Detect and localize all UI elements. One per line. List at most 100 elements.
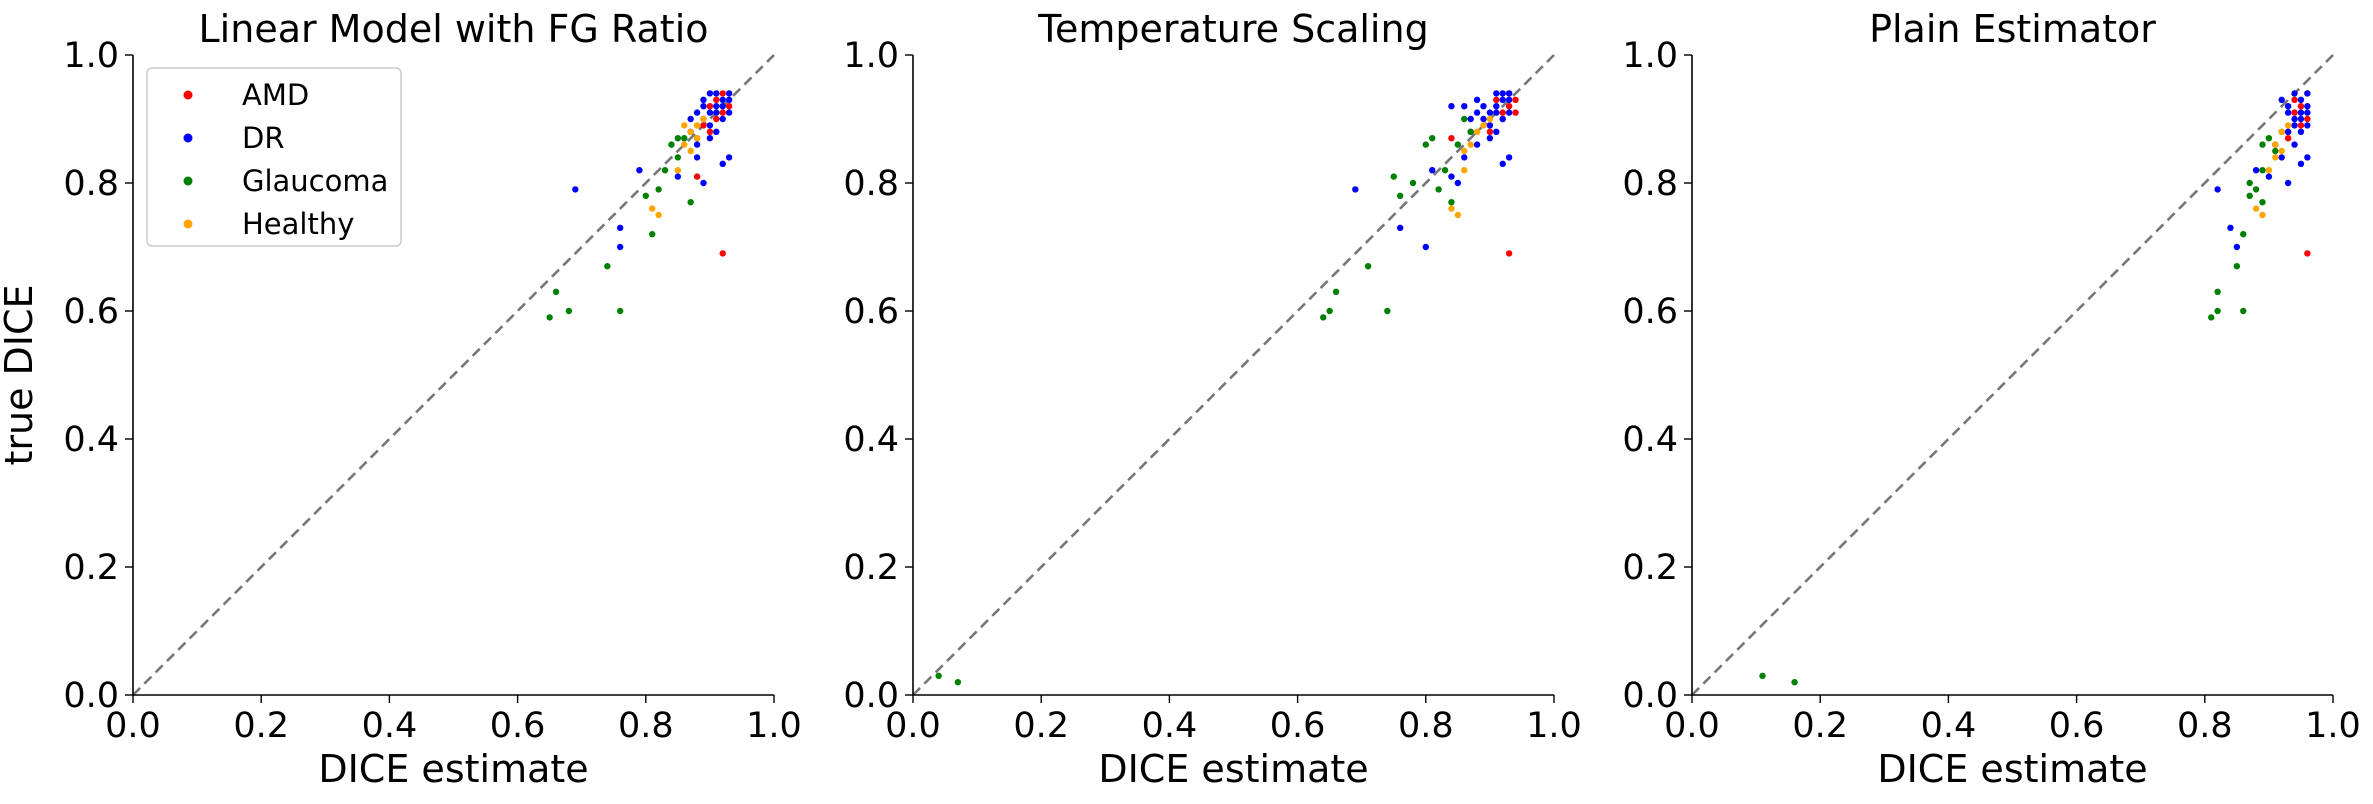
data-point bbox=[1473, 128, 1481, 135]
data-point bbox=[719, 90, 726, 97]
data-point bbox=[1429, 135, 1436, 142]
data-point bbox=[636, 167, 643, 174]
identity-reference-line bbox=[132, 54, 775, 696]
data-point bbox=[1486, 128, 1494, 135]
data-point bbox=[2284, 135, 2292, 142]
data-point bbox=[1396, 192, 1404, 199]
data-point bbox=[2284, 179, 2292, 187]
legend-label: DR bbox=[242, 121, 284, 155]
x-tick-label: 0.4 bbox=[1142, 706, 1198, 746]
legend-marker bbox=[183, 176, 193, 186]
data-point bbox=[693, 122, 701, 129]
data-point bbox=[2304, 122, 2311, 129]
data-point bbox=[1461, 147, 1468, 155]
data-point bbox=[2233, 243, 2241, 251]
series-glaucoma bbox=[935, 115, 1474, 686]
legend: AMD DR Glaucoma Healthy bbox=[146, 67, 402, 247]
y-tick-label: 0.2 bbox=[843, 548, 899, 588]
data-point bbox=[1505, 154, 1513, 161]
x-axis-label: DICE estimate bbox=[318, 747, 588, 791]
data-point bbox=[2240, 307, 2247, 315]
data-point bbox=[1473, 109, 1481, 116]
data-point bbox=[674, 173, 682, 180]
data-point bbox=[642, 192, 649, 199]
data-point bbox=[2304, 250, 2311, 257]
data-point bbox=[2284, 128, 2292, 135]
data-point bbox=[2297, 96, 2305, 104]
panel-title: Temperature Scaling bbox=[1037, 7, 1428, 51]
data-point bbox=[1332, 288, 1340, 295]
data-point bbox=[572, 186, 579, 193]
data-point bbox=[693, 154, 701, 161]
data-point bbox=[649, 205, 656, 212]
data-point bbox=[616, 243, 624, 251]
data-point bbox=[713, 109, 720, 116]
data-point bbox=[1448, 173, 1455, 180]
data-point bbox=[1320, 314, 1327, 321]
data-point bbox=[1461, 115, 1468, 123]
data-point bbox=[1493, 103, 1500, 110]
data-point bbox=[1505, 96, 1513, 104]
data-point bbox=[693, 135, 701, 142]
panel-title: Linear Model with FG Ratio bbox=[199, 7, 709, 51]
data-point bbox=[693, 141, 701, 148]
data-point bbox=[2297, 103, 2305, 110]
data-point bbox=[1409, 179, 1417, 187]
data-point bbox=[2291, 115, 2298, 123]
data-point bbox=[1499, 109, 1506, 116]
data-point bbox=[616, 224, 624, 231]
series-dr bbox=[1352, 90, 1513, 251]
y-tick-label: 0.2 bbox=[63, 548, 119, 588]
data-point bbox=[2259, 167, 2266, 174]
data-point bbox=[1480, 115, 1487, 123]
x-tick-label: 0.8 bbox=[1398, 706, 1454, 746]
series-amd bbox=[693, 90, 733, 257]
data-point bbox=[713, 103, 720, 110]
data-point bbox=[1448, 205, 1455, 212]
data-point bbox=[1480, 122, 1487, 129]
data-point bbox=[1396, 224, 1404, 231]
data-point bbox=[1435, 186, 1442, 193]
x-tick-label: 0.0 bbox=[105, 706, 161, 746]
data-point bbox=[2265, 135, 2273, 142]
data-point bbox=[2259, 211, 2266, 219]
data-point bbox=[2214, 307, 2221, 315]
series-dr bbox=[2214, 90, 2311, 251]
data-point bbox=[1505, 250, 1513, 257]
data-point bbox=[713, 96, 720, 104]
data-point bbox=[700, 115, 707, 123]
data-point bbox=[706, 135, 714, 142]
data-point bbox=[2214, 186, 2221, 193]
data-point bbox=[649, 231, 656, 238]
data-point bbox=[700, 103, 707, 110]
data-point bbox=[713, 128, 720, 135]
data-point bbox=[725, 154, 733, 161]
data-point bbox=[2278, 96, 2285, 104]
data-point bbox=[2297, 160, 2305, 167]
y-tick-label: 0.4 bbox=[1622, 420, 1678, 460]
data-point bbox=[1461, 167, 1468, 174]
x-tick-label: 0.2 bbox=[233, 706, 289, 746]
data-point bbox=[2272, 147, 2279, 155]
data-point bbox=[700, 179, 707, 187]
series-glaucoma bbox=[1759, 128, 2285, 686]
y-tick-label: 0.6 bbox=[1622, 292, 1678, 332]
data-point bbox=[2272, 154, 2279, 161]
data-point bbox=[1448, 103, 1455, 110]
data-point bbox=[1480, 103, 1487, 110]
y-tick-label: 1.0 bbox=[1622, 36, 1678, 76]
data-point bbox=[2246, 179, 2253, 187]
data-point bbox=[2233, 263, 2241, 270]
data-point bbox=[1390, 173, 1397, 180]
data-point bbox=[674, 154, 682, 161]
data-point bbox=[1791, 679, 1798, 686]
panel-title: Plain Estimator bbox=[1869, 7, 2156, 51]
legend-label: Glaucoma bbox=[242, 164, 388, 198]
data-point bbox=[1486, 122, 1494, 129]
data-point bbox=[2278, 154, 2285, 161]
data-point bbox=[1454, 211, 1462, 219]
data-point bbox=[2297, 109, 2305, 116]
data-point bbox=[2265, 173, 2273, 180]
data-point bbox=[719, 250, 726, 257]
